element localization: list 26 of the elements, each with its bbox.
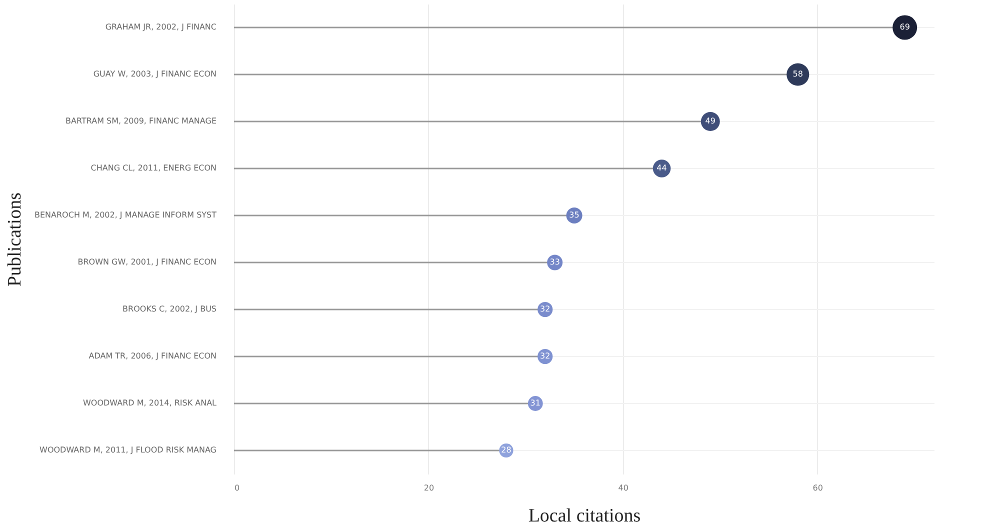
data-label: 58 bbox=[792, 70, 803, 78]
data-label: 33 bbox=[550, 258, 560, 266]
x-tick-label: 40 bbox=[618, 484, 628, 492]
y-tick-label: GUAY W, 2003, J FINANC ECON bbox=[93, 70, 217, 78]
data-label: 44 bbox=[656, 164, 667, 172]
y-tick-label: WOODWARD M, 2014, RISK ANAL bbox=[83, 398, 218, 408]
data-label: 69 bbox=[900, 22, 910, 32]
x-tick-label: 20 bbox=[424, 484, 434, 492]
data-label: 31 bbox=[530, 398, 540, 408]
y-tick-label: BROOKS C, 2002, J BUS bbox=[122, 304, 216, 314]
y-tick-label: WOODWARD M, 2011, J FLOOD RISK MANAG bbox=[40, 446, 216, 454]
y-tick-label: GRAHAM JR, 2002, J FINANC bbox=[105, 22, 217, 32]
data-label: 28 bbox=[501, 446, 512, 454]
y-tick-label: BENAROCH M, 2002, J MANAGE INFORM SYST bbox=[34, 210, 217, 220]
x-axis-title: Local citations bbox=[528, 506, 641, 526]
data-label: 32 bbox=[540, 304, 550, 314]
data-label: 32 bbox=[540, 352, 550, 360]
y-axis-title: Publications bbox=[4, 192, 26, 286]
y-tick-label: BROWN GW, 2001, J FINANC ECON bbox=[78, 258, 217, 266]
data-label: 35 bbox=[569, 210, 580, 220]
y-tick-label: ADAM TR, 2006, J FINANC ECON bbox=[88, 352, 217, 360]
x-tick-label: 0 bbox=[234, 484, 240, 492]
y-tick-label: CHANG CL, 2011, ENERG ECON bbox=[90, 164, 217, 172]
data-label: 49 bbox=[705, 116, 716, 126]
x-tick-label: 60 bbox=[812, 484, 823, 492]
y-tick-label: BARTRAM SM, 2009, FINANC MANAGE bbox=[66, 116, 216, 126]
